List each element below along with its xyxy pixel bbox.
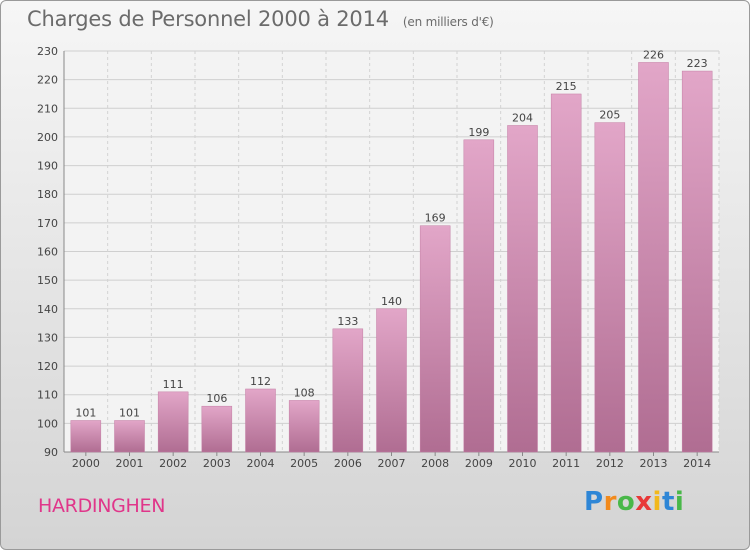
data-label-2011: 215 xyxy=(556,80,577,93)
chart-subtitle: (en milliers d'€) xyxy=(402,15,494,29)
data-label-2002: 111 xyxy=(163,378,184,391)
x-tick-label-2009: 2009 xyxy=(465,457,493,470)
y-tick-label: 110 xyxy=(37,389,58,402)
bar-2009 xyxy=(463,139,495,453)
x-tick-label-2010: 2010 xyxy=(509,457,537,470)
bar-2007 xyxy=(376,308,407,453)
data-label-2001: 101 xyxy=(119,406,140,419)
bar-2014 xyxy=(681,70,713,453)
data-label-2004: 112 xyxy=(250,375,271,388)
chart-title: Charges de Personnel 2000 à 2014 (en mill… xyxy=(27,7,494,31)
y-tick-label: 180 xyxy=(37,188,58,201)
bar-2008 xyxy=(419,225,451,453)
bar-2013 xyxy=(638,62,669,453)
x-tick-label-2011: 2011 xyxy=(552,457,580,470)
x-tick-label-2008: 2008 xyxy=(421,457,449,470)
data-label-2003: 106 xyxy=(206,392,227,405)
bars xyxy=(70,62,713,453)
bar-2002 xyxy=(157,391,189,453)
x-tick-label-2004: 2004 xyxy=(247,457,275,470)
data-label-2008: 169 xyxy=(425,212,446,225)
x-tick-label-2014: 2014 xyxy=(683,457,711,470)
x-tick-label-2012: 2012 xyxy=(596,457,624,470)
data-label-2000: 101 xyxy=(75,406,96,419)
data-label-2006: 133 xyxy=(337,315,358,328)
y-tick-label: 140 xyxy=(37,303,58,316)
bar-2001 xyxy=(114,420,145,453)
y-tick-label: 150 xyxy=(37,274,58,287)
y-tick-label: 210 xyxy=(37,102,58,115)
bar-2006 xyxy=(332,328,364,453)
place-name: HARDINGHEN xyxy=(38,495,166,517)
y-tick-label: 230 xyxy=(37,45,58,58)
x-tick-label-2002: 2002 xyxy=(159,457,187,470)
y-tick-label: 130 xyxy=(37,331,58,344)
y-tick-label: 200 xyxy=(37,131,58,144)
x-tick-label-2001: 2001 xyxy=(116,457,144,470)
chart-title-text: Charges de Personnel 2000 à 2014 xyxy=(27,7,389,31)
data-label-2005: 108 xyxy=(294,386,315,399)
x-tick-label-2003: 2003 xyxy=(203,457,231,470)
bar-2003 xyxy=(201,405,233,453)
y-tick-label: 170 xyxy=(37,217,58,230)
proxiti-logo: Proxiti xyxy=(584,487,685,517)
data-label-2007: 140 xyxy=(381,295,402,308)
x-tick-label-2007: 2007 xyxy=(378,457,406,470)
x-tick-label-2005: 2005 xyxy=(290,457,318,470)
y-tick-label: 90 xyxy=(44,446,58,459)
bar-2005 xyxy=(288,400,320,453)
x-tick-label-2006: 2006 xyxy=(334,457,362,470)
bar-2011 xyxy=(550,93,582,453)
data-label-2012: 205 xyxy=(599,109,620,122)
data-label-2013: 226 xyxy=(643,48,664,61)
x-tick-label-2000: 2000 xyxy=(72,457,100,470)
y-tick-label: 160 xyxy=(37,246,58,259)
y-tick-label: 100 xyxy=(37,417,58,430)
y-tick-label: 120 xyxy=(37,360,58,373)
bar-2004 xyxy=(245,388,276,453)
data-label-2014: 223 xyxy=(687,57,708,70)
y-tick-label: 220 xyxy=(37,74,58,87)
x-tick-label-2013: 2013 xyxy=(640,457,668,470)
bar-2000 xyxy=(70,420,102,453)
data-label-2009: 199 xyxy=(468,126,489,139)
y-tick-label: 190 xyxy=(37,160,58,173)
data-label-2010: 204 xyxy=(512,111,533,124)
data-labels: 101 101 111 106 112 108 133 140 169 199 204 215 205 2… xyxy=(75,48,707,419)
bar-2012 xyxy=(594,122,626,453)
bar-2010 xyxy=(507,125,538,453)
